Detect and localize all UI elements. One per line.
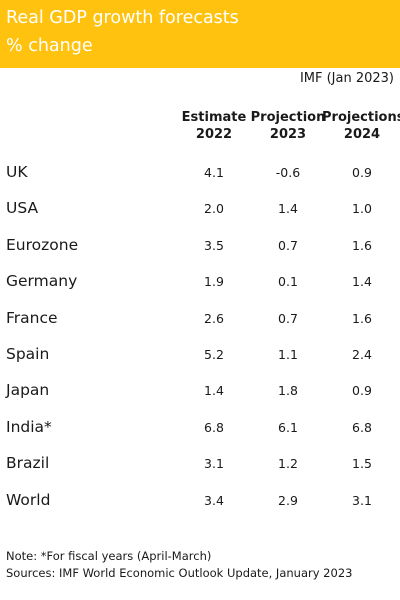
table-cell: 1.0 [352, 201, 372, 217]
table-cell: 3.4 [204, 492, 224, 508]
table-cell: 1.9 [204, 274, 224, 290]
table-cell: 0.9 [352, 165, 372, 180]
table-cell: 3.1 [204, 456, 224, 472]
row-label: France [6, 308, 58, 327]
table-cell: 1.4 [352, 274, 372, 290]
table-cell: 3.5 [204, 237, 224, 253]
column-header-projections-2024: Projections 2024 [322, 110, 400, 142]
table-row: India* 6.8 6.1 6.8 [0, 409, 400, 445]
table-cell: 0.9 [352, 383, 372, 399]
table-row: UK 4.1 -0.6 0.9 [0, 154, 400, 190]
table-cell: 1.8 [278, 383, 298, 399]
table-row: USA 2.0 1.4 1.0 [0, 190, 400, 226]
table-cell: 6.8 [352, 419, 372, 435]
footnotes: Note: *For fiscal years (April-March) So… [6, 548, 352, 582]
row-label: Germany [6, 272, 78, 291]
table-row: Brazil 3.1 1.2 1.5 [0, 445, 400, 481]
column-header-estimate-2022: Estimate 2022 [181, 110, 247, 142]
row-label: UK [6, 163, 28, 181]
table-row: Germany 1.9 0.1 1.4 [0, 263, 400, 299]
chart-title: Real GDP growth forecasts [6, 8, 239, 28]
chart-subtitle: % change [6, 36, 93, 56]
table-cell: 6.8 [204, 419, 224, 435]
source-tag: IMF (Jan 2023) [299, 71, 394, 86]
table-cell: 6.1 [278, 419, 298, 435]
table-cell: 1.2 [278, 456, 298, 472]
table-row: Japan 1.4 1.8 0.9 [0, 372, 400, 408]
table-cell: 2.9 [278, 492, 298, 508]
column-header-projection-2023: Projection 2023 [250, 110, 326, 142]
table-row: World 3.4 2.9 3.1 [0, 482, 400, 518]
table-cell: 1.6 [352, 237, 372, 253]
table-cell: 0.1 [278, 274, 298, 290]
row-label: Brazil [6, 454, 50, 473]
table-cell: 0.7 [278, 310, 298, 326]
table-row: Eurozone 3.5 0.7 1.6 [0, 227, 400, 263]
sources-note: Sources: IMF World Economic Outlook Upda… [6, 566, 353, 580]
table-cell: 1.4 [278, 201, 298, 217]
row-label: USA [6, 199, 39, 218]
row-label: Eurozone [6, 235, 79, 254]
table-row: France 2.6 0.7 1.6 [0, 300, 400, 336]
table-cell: 4.1 [204, 165, 224, 180]
table-cell: 2.4 [352, 347, 372, 362]
table-cell: 1.5 [352, 456, 372, 472]
row-label: Japan [6, 381, 50, 400]
title-banner: Real GDP growth forecasts % change [0, 0, 400, 68]
table-cell: 3.1 [352, 492, 372, 508]
table-cell: 1.6 [352, 310, 372, 326]
table-cell: -0.6 [275, 165, 301, 180]
table-row: Spain 5.2 1.1 2.4 [0, 336, 400, 372]
footnote: Note: *For fiscal years (April-March) [6, 549, 212, 563]
table-cell: 1.4 [204, 383, 224, 399]
table-cell: 1.1 [278, 347, 298, 362]
row-label: World [6, 490, 51, 509]
table-cell: 0.7 [278, 237, 298, 253]
row-label: India* [6, 417, 52, 436]
table-cell: 5.2 [204, 347, 224, 362]
table-cell: 2.0 [204, 201, 224, 217]
table-cell: 2.6 [204, 310, 224, 326]
row-label: Spain [6, 345, 50, 363]
